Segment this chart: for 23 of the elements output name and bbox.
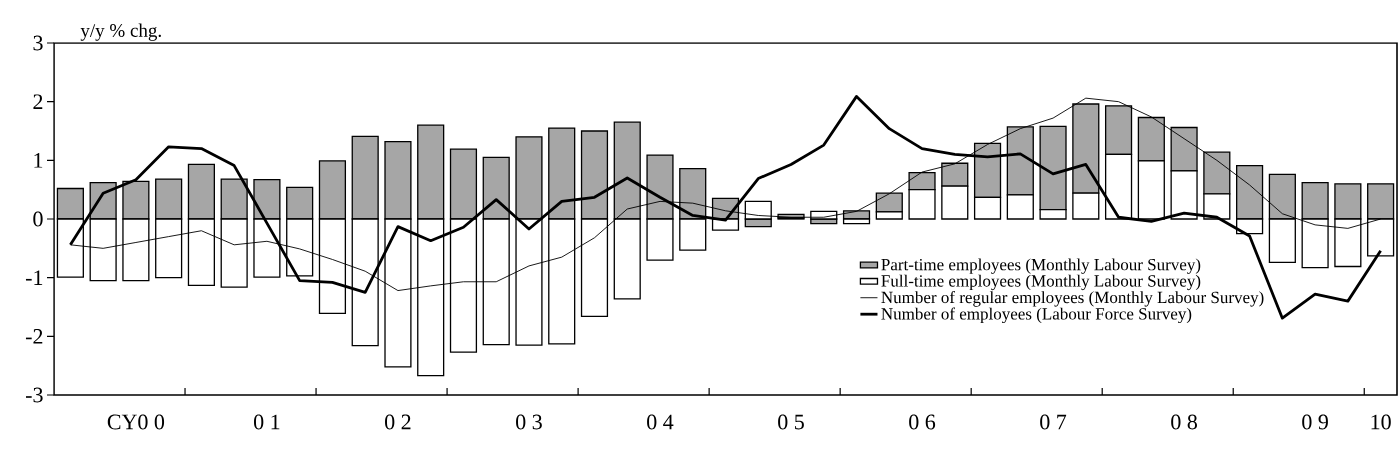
- legend-label: Number of regular employees (Monthly Labour Survey): [881, 291, 1264, 307]
- y-tick-label: -2: [25, 329, 43, 344]
- x-tick-label: 0 6: [909, 414, 936, 430]
- y-tick-label: 0: [33, 211, 43, 227]
- x-tick-label: CY0 0: [107, 414, 165, 430]
- y-tick-label: 1: [34, 153, 43, 168]
- y-tick-label: 3: [33, 35, 43, 51]
- x-tick-label: 0 8: [1171, 414, 1197, 430]
- x-tick-label: 0 1: [254, 414, 280, 430]
- y-axis-title: y/y % chg.: [80, 23, 161, 41]
- legend-label: Part-time employees (Monthly Labour Survey): [881, 258, 1201, 274]
- y-tick-label: -1: [25, 270, 43, 285]
- x-tick-label: 0 3: [516, 414, 542, 430]
- x-tick-label: 0 9: [1302, 414, 1328, 430]
- x-tick-label: 0 5: [778, 414, 804, 430]
- x-tick-label: 0 7: [1040, 414, 1067, 430]
- legend-label: Full-time employees (Monthly Labour Survey): [881, 274, 1201, 291]
- y-tick-label: 2: [33, 94, 43, 109]
- y-tick-label: -3: [25, 387, 43, 403]
- legend-label: Number of employees (Labour Force Survey): [881, 307, 1192, 324]
- x-tick-label: 0 2: [385, 414, 411, 430]
- x-tick-label: 10: [1371, 414, 1391, 430]
- x-tick-label: 0 4: [647, 414, 674, 430]
